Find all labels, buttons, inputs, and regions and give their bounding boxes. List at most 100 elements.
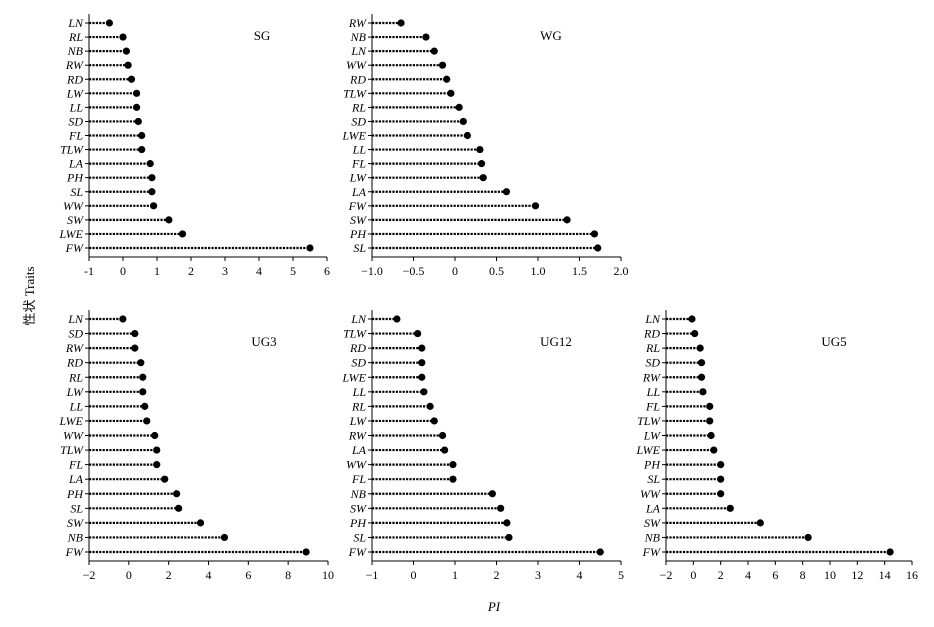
- category-label: WW: [63, 199, 84, 213]
- category-label: SL: [353, 241, 366, 255]
- lollipop-point: [141, 402, 149, 410]
- x-tick-label: 3: [535, 568, 541, 582]
- category-label: LWE: [341, 370, 366, 384]
- lollipop-point: [418, 359, 426, 367]
- category-label: SL: [70, 185, 83, 199]
- lollipop-point: [441, 446, 449, 454]
- x-tick-label: 8: [285, 568, 291, 582]
- category-label: RD: [643, 327, 660, 341]
- x-tick-label: 0: [411, 568, 417, 582]
- lollipop-point: [153, 461, 161, 469]
- panel-ug3: −2 0 2 4 6 8 10 UG3 LNSDRWRDRLLWLLLWEWWTLWFLLAPH…: [58, 310, 334, 582]
- x-tick-label: 2: [188, 264, 194, 278]
- lollipop-point: [133, 103, 141, 111]
- x-tick-label: 5: [618, 568, 624, 582]
- lollipop-point: [146, 160, 154, 168]
- category-label: RD: [349, 72, 366, 86]
- lollipop-point: [886, 548, 894, 556]
- x-tick-label: 4: [206, 568, 212, 582]
- category-label: NB: [67, 44, 84, 58]
- category-label: FW: [642, 545, 661, 559]
- x-tick-label: 16: [906, 568, 918, 582]
- lollipop-point: [139, 373, 147, 381]
- x-tick-label: 8: [800, 568, 806, 582]
- category-label: WW: [63, 429, 84, 443]
- lollipop-point: [479, 174, 487, 182]
- x-tick-label: 2: [494, 568, 500, 582]
- category-label: LA: [351, 185, 367, 199]
- lollipop-point: [430, 417, 438, 425]
- lollipop-point: [138, 131, 146, 140]
- lollipop-point: [438, 431, 447, 440]
- category-label: LW: [66, 86, 84, 100]
- x-tick-label: 3: [222, 264, 228, 278]
- lollipop-point: [459, 117, 467, 126]
- category-label: WW: [346, 458, 367, 472]
- category-label: LWE: [58, 227, 83, 241]
- lollipop-point: [127, 75, 136, 83]
- category-label: FW: [65, 545, 84, 559]
- lollipop-point: [707, 431, 715, 440]
- lollipop-point: [139, 388, 147, 396]
- category-label: LA: [68, 472, 84, 486]
- category-label: LN: [67, 312, 84, 326]
- category-label: TLW: [343, 86, 367, 100]
- category-label: FL: [68, 129, 83, 143]
- x-tick-label: −2: [660, 568, 673, 582]
- x-tick-label: 0.5: [489, 264, 504, 278]
- lollipop-point: [505, 533, 513, 542]
- x-tick-label: 2.0: [614, 264, 629, 278]
- lollipop-point: [710, 446, 718, 454]
- x-tick-label: −1.0: [361, 264, 383, 278]
- x-tick-label: 2: [718, 568, 724, 582]
- category-label: SL: [70, 501, 83, 515]
- category-label: NB: [644, 530, 661, 544]
- lollipop-point: [596, 548, 604, 556]
- lollipop-point: [138, 145, 146, 154]
- panel-title: WG: [540, 28, 562, 43]
- lollipop-point: [122, 47, 130, 55]
- category-label: FL: [645, 399, 660, 413]
- lollipop-point: [502, 188, 511, 196]
- lollipop-point: [148, 188, 156, 196]
- category-label: LL: [69, 399, 84, 413]
- lollipop-point: [131, 344, 139, 352]
- y-axis-title: 性状 Traits: [22, 266, 37, 325]
- category-label: SL: [353, 530, 366, 544]
- x-tick-label: 1.5: [572, 264, 587, 278]
- lollipop-point: [418, 344, 426, 352]
- category-label: LL: [646, 385, 661, 399]
- category-label: FW: [65, 241, 84, 255]
- panel-title: UG12: [540, 334, 572, 349]
- x-tick-label: 6: [245, 568, 251, 582]
- lollipop-point: [696, 344, 704, 352]
- lollipop-point: [151, 431, 159, 440]
- lollipop-point: [173, 490, 181, 498]
- category-label: FL: [68, 458, 83, 472]
- x-tick-label: 0: [452, 264, 458, 278]
- x-tick-label: 14: [879, 568, 891, 582]
- category-label: RD: [66, 356, 83, 370]
- lollipop-point: [699, 388, 707, 396]
- category-label: NB: [350, 30, 367, 44]
- lollipop-point: [131, 329, 139, 338]
- lollipop-point: [119, 33, 127, 41]
- x-tick-label: 0: [126, 568, 132, 582]
- lollipop-point: [688, 315, 696, 323]
- chart-panels: -1 0 1 2 3 4 5 6SGLNRLNBRWRDLWLLSDFLTLWLAPHSLWW…: [58, 14, 918, 582]
- category-label: TLW: [343, 327, 367, 341]
- lollipop-point: [165, 216, 173, 224]
- category-label: LA: [351, 443, 367, 457]
- category-label: SW: [350, 213, 367, 227]
- category-label: RW: [65, 341, 84, 355]
- category-label: WW: [346, 58, 367, 72]
- x-tick-label: 5: [290, 264, 296, 278]
- lollipop-point: [531, 202, 540, 210]
- panel-sg: -1 0 1 2 3 4 5 6 SG LNRLNBRWRDLWLLSDFLTLWLAPHSLWW…: [58, 14, 330, 278]
- x-tick-label: 10: [824, 568, 836, 582]
- lollipop-point: [175, 504, 183, 512]
- lollipop-point: [756, 519, 764, 527]
- x-axis-title: PI: [487, 599, 501, 614]
- category-label: SD: [351, 114, 366, 128]
